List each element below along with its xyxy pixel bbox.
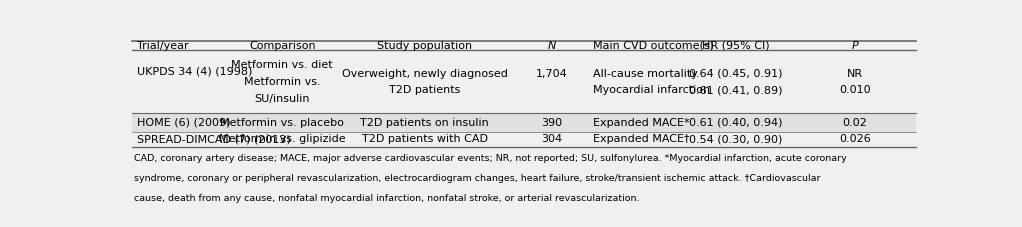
Text: Comparison: Comparison <box>249 41 316 51</box>
Text: 390: 390 <box>541 118 562 128</box>
Text: Study population: Study population <box>377 41 472 51</box>
Text: Metformin vs. placebo: Metformin vs. placebo <box>221 118 344 128</box>
Text: N: N <box>548 41 556 51</box>
Text: 304: 304 <box>541 134 562 144</box>
Text: T2D patients: T2D patients <box>389 85 461 95</box>
Text: NR: NR <box>847 69 863 79</box>
Text: syndrome, coronary or peripheral revascularization, electrocardiogram changes, h: syndrome, coronary or peripheral revascu… <box>134 174 821 183</box>
Text: UKPDS 34 (4) (1998): UKPDS 34 (4) (1998) <box>137 67 252 77</box>
Text: P: P <box>851 41 858 51</box>
Text: T2D patients with CAD: T2D patients with CAD <box>362 134 487 144</box>
Bar <box>132 50 916 114</box>
Text: Overweight, newly diagnosed: Overweight, newly diagnosed <box>341 69 508 79</box>
Text: 0.54 (0.30, 0.90): 0.54 (0.30, 0.90) <box>690 134 783 144</box>
Text: T2D patients on insulin: T2D patients on insulin <box>361 118 490 128</box>
Text: Myocardial infarction: Myocardial infarction <box>593 85 710 95</box>
Text: CAD, coronary artery disease; MACE, major adverse cardiovascular events; NR, not: CAD, coronary artery disease; MACE, majo… <box>134 154 847 163</box>
Text: 0.61 (0.40, 0.94): 0.61 (0.40, 0.94) <box>689 118 783 128</box>
Text: 0.010: 0.010 <box>839 85 871 95</box>
Bar <box>132 114 916 132</box>
Text: HOME (6) (2009): HOME (6) (2009) <box>137 118 231 128</box>
Text: Main CVD outcome(s): Main CVD outcome(s) <box>593 41 713 51</box>
Text: 0.61 (0.41, 0.89): 0.61 (0.41, 0.89) <box>689 85 783 95</box>
Text: SPREAD-DIMCAD (7) (2013): SPREAD-DIMCAD (7) (2013) <box>137 134 291 144</box>
Text: 1,704: 1,704 <box>536 69 567 79</box>
Text: 0.02: 0.02 <box>842 118 868 128</box>
Text: HR (95% CI): HR (95% CI) <box>702 41 770 51</box>
Text: SU/insulin: SU/insulin <box>254 94 310 104</box>
Text: Metformin vs. diet: Metformin vs. diet <box>231 60 333 70</box>
Text: All-cause mortality: All-cause mortality <box>593 69 698 79</box>
Text: 0.64 (0.45, 0.91): 0.64 (0.45, 0.91) <box>689 69 783 79</box>
Text: Expanded MACE*: Expanded MACE* <box>593 118 689 128</box>
Text: Metformin vs. glipizide: Metformin vs. glipizide <box>219 134 345 144</box>
Text: cause, death from any cause, nonfatal myocardial infarction, nonfatal stroke, or: cause, death from any cause, nonfatal my… <box>134 194 640 203</box>
Text: Metformin vs.: Metformin vs. <box>244 77 321 87</box>
Text: 0.026: 0.026 <box>839 134 871 144</box>
Text: Trial/year: Trial/year <box>137 41 189 51</box>
Text: Expanded MACE†: Expanded MACE† <box>593 134 689 144</box>
Bar <box>132 132 916 147</box>
